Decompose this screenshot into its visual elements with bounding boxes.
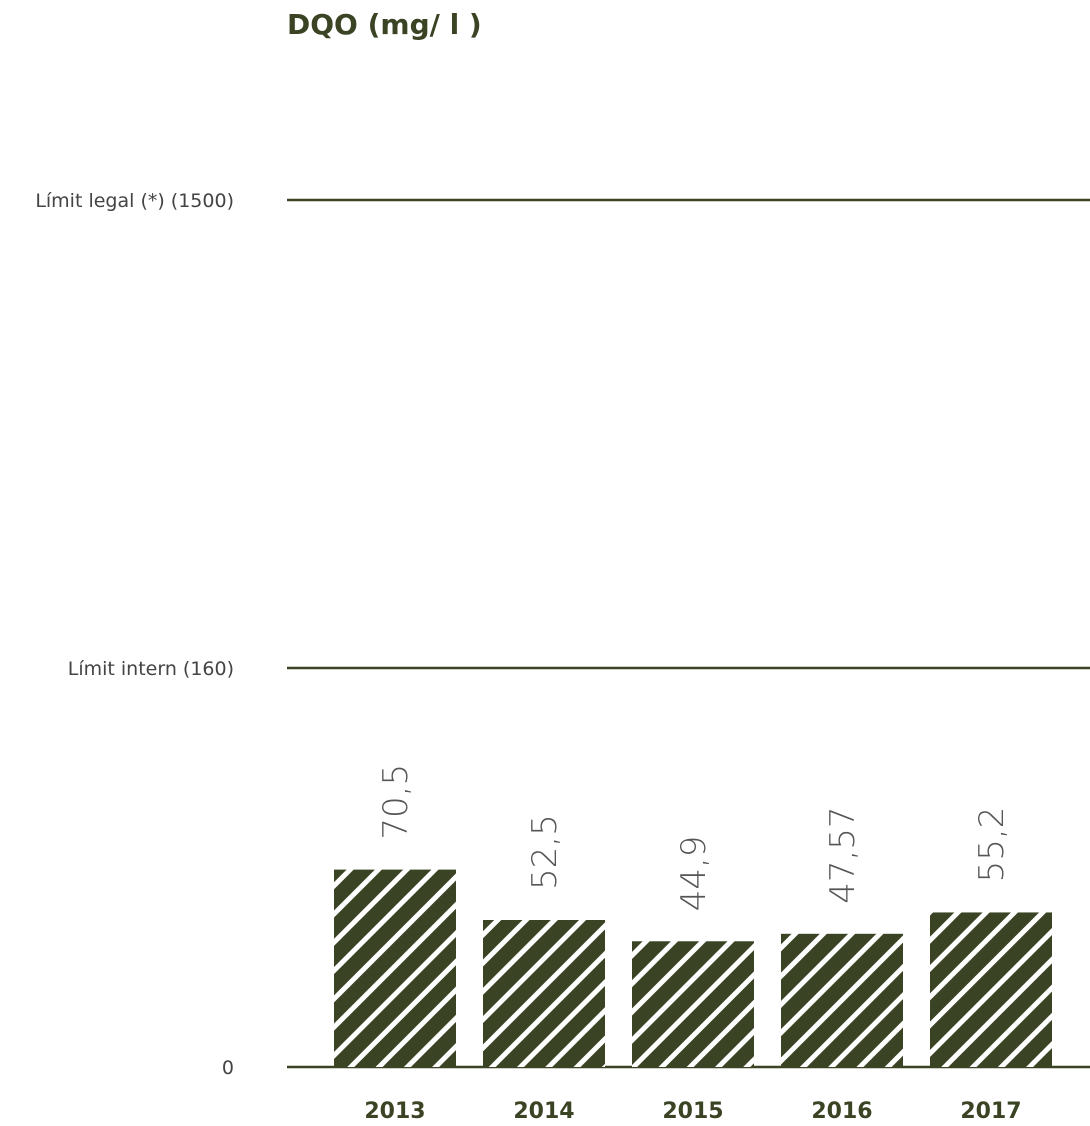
value-label-2013: 70,5	[376, 764, 416, 840]
bar-2017	[930, 912, 1052, 1067]
x-tick-label-2016: 2016	[811, 1099, 872, 1124]
x-tick-label-2014: 2014	[513, 1099, 574, 1124]
x-tick-label-2013: 2013	[364, 1099, 425, 1124]
value-label-2014: 52,5	[525, 814, 565, 890]
chart-title: DQO (mg/ l )	[287, 8, 482, 41]
reference-label-legal: Límit legal (*) (1500)	[35, 190, 234, 212]
value-label-2016: 47,57	[823, 806, 863, 903]
x-tick-label-2017: 2017	[960, 1099, 1021, 1124]
bar-2016	[781, 933, 903, 1067]
bar-2013	[334, 869, 456, 1067]
value-label-2015: 44,9	[674, 836, 714, 912]
bar-2014	[483, 920, 605, 1067]
x-tick-label-2015: 2015	[662, 1099, 723, 1124]
y-axis-zero-label: 0	[222, 1057, 234, 1079]
reference-label-intern: Límit intern (160)	[68, 658, 234, 680]
value-label-2017: 55,2	[972, 807, 1012, 883]
bar-2015	[632, 941, 754, 1067]
